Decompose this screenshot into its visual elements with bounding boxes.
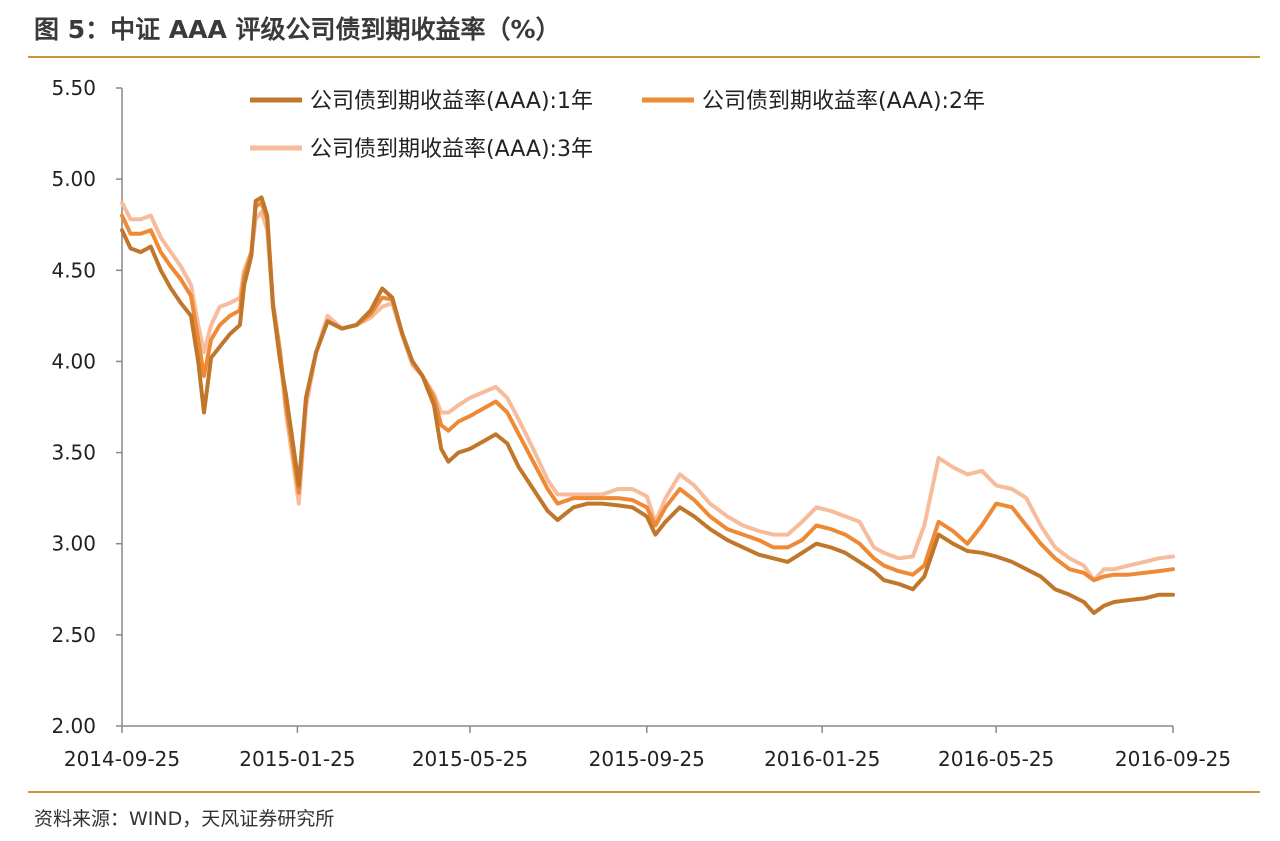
series-layer (120, 195, 1175, 615)
y-tick-label: 3.50 (51, 441, 96, 465)
x-tick-label: 2015-01-25 (239, 747, 355, 771)
x-tick-label: 2014-09-25 (64, 747, 180, 771)
legend-label-2: 公司债到期收益率(AAA):2年 (702, 89, 985, 114)
series-line-1 (120, 195, 1175, 615)
top-divider (28, 56, 1260, 58)
y-tick-label: 2.00 (51, 714, 96, 738)
x-tick-label: 2016-09-25 (1115, 747, 1231, 771)
series-line-2 (120, 200, 1175, 583)
x-tick-label: 2016-05-25 (938, 747, 1054, 771)
y-tick-label: 2.50 (51, 623, 96, 647)
y-tick-label: 5.00 (51, 167, 96, 191)
chart-title: 图 5：中证 AAA 评级公司债到期收益率（%） (34, 15, 561, 44)
line-chart: 2.00 2.50 3.00 3.50 4.00 4.50 5.00 5.50 2014-09-… (51, 76, 1231, 771)
bottom-divider (28, 791, 1260, 793)
series-line-3 (120, 200, 1175, 583)
chart-axes: 2.00 2.50 3.00 3.50 4.00 4.50 5.00 5.50 2014-09-… (51, 76, 1231, 771)
legend-label-1: 公司债到期收益率(AAA):1年 (310, 89, 593, 114)
x-tick-label: 2015-05-25 (412, 747, 528, 771)
source-note: 资料来源：WIND，天风证券研究所 (34, 808, 335, 830)
x-tick-label: 2016-01-25 (764, 747, 880, 771)
y-tick-label: 5.50 (51, 76, 96, 100)
legend-label-3: 公司债到期收益率(AAA):3年 (310, 137, 593, 162)
y-tick-label: 3.00 (51, 532, 96, 556)
chart-legend: 公司债到期收益率(AAA):1年 公司债到期收益率(AAA):2年公司债到期收益率… (250, 89, 985, 162)
y-tick-label: 4.00 (51, 349, 96, 373)
x-tick-label: 2015-09-25 (589, 747, 705, 771)
y-tick-label: 4.50 (51, 258, 96, 282)
